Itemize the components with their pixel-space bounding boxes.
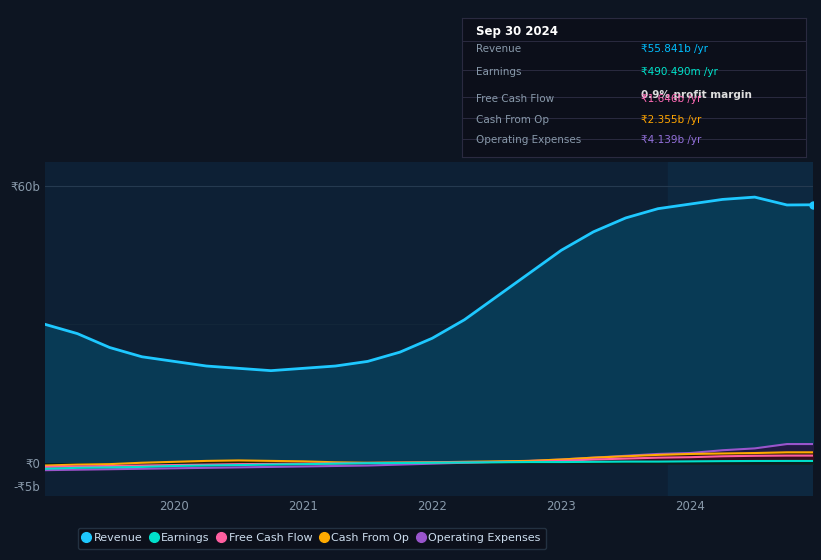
Text: ₹1.646b /yr: ₹1.646b /yr xyxy=(641,94,701,104)
Text: Earnings: Earnings xyxy=(475,67,521,77)
Text: Free Cash Flow: Free Cash Flow xyxy=(475,94,554,104)
Text: ₹2.355b /yr: ₹2.355b /yr xyxy=(641,115,701,125)
Text: Revenue: Revenue xyxy=(475,44,521,54)
Bar xyxy=(668,162,813,496)
Text: ₹4.139b /yr: ₹4.139b /yr xyxy=(641,136,701,146)
Text: Cash From Op: Cash From Op xyxy=(475,115,548,125)
Text: Sep 30 2024: Sep 30 2024 xyxy=(475,25,557,38)
Text: ₹55.841b /yr: ₹55.841b /yr xyxy=(641,44,708,54)
Legend: Revenue, Earnings, Free Cash Flow, Cash From Op, Operating Expenses: Revenue, Earnings, Free Cash Flow, Cash … xyxy=(78,528,546,549)
Text: 0.9% profit margin: 0.9% profit margin xyxy=(641,90,752,100)
Text: Operating Expenses: Operating Expenses xyxy=(475,136,581,146)
Text: ₹490.490m /yr: ₹490.490m /yr xyxy=(641,67,718,77)
